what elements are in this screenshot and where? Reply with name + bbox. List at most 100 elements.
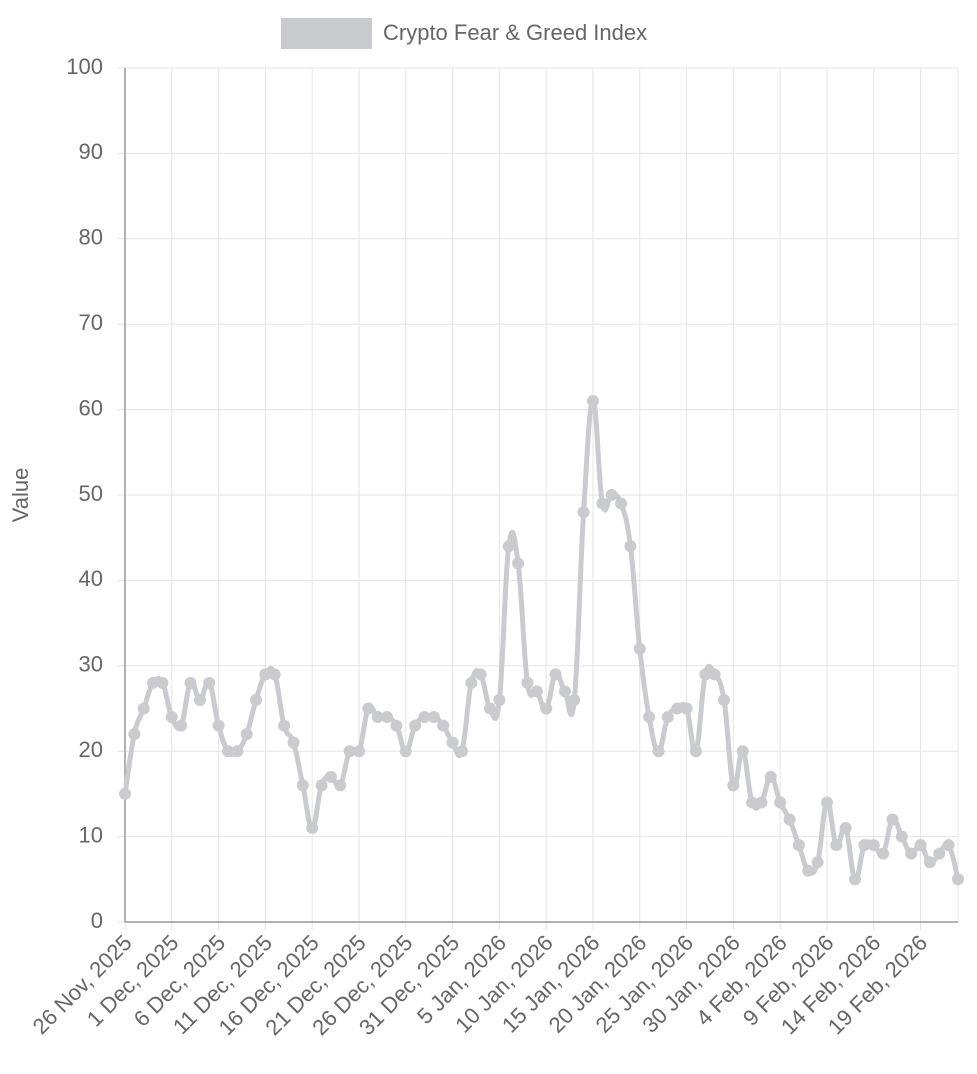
point [942,839,955,852]
point [905,847,918,860]
point [811,856,824,869]
point [371,711,384,724]
y-tick-label: 20 [79,737,103,762]
point [605,489,618,501]
point [278,719,291,732]
point [240,728,253,741]
legend-label: Crypto Fear & Greed Index [383,20,647,45]
point [268,668,281,681]
point [306,822,319,835]
point [315,779,328,792]
point [783,813,796,826]
point [549,668,562,681]
legend-swatch [281,18,372,49]
point [858,839,871,852]
point [849,873,862,886]
point [615,497,628,510]
point [409,719,422,732]
point [324,770,337,783]
point [661,711,674,724]
point [465,676,478,689]
y-tick-label: 80 [79,225,103,250]
point [287,736,300,749]
point [502,540,515,553]
point [727,779,740,792]
point [877,847,890,860]
point [577,506,590,519]
y-tick-label: 0 [91,908,103,933]
point [455,745,468,758]
point [137,702,150,715]
point [792,839,805,852]
point [914,839,927,852]
point [119,787,131,800]
point [493,693,506,706]
point [184,676,197,689]
point [221,745,234,758]
point [708,668,721,681]
point [867,839,880,852]
point [521,676,534,689]
y-tick-label: 60 [79,395,103,420]
point [540,702,553,715]
point [193,693,206,706]
point [399,745,412,758]
point [624,540,637,553]
point [446,736,459,749]
point [343,745,356,758]
point [231,745,244,758]
y-tick-label: 90 [79,139,103,164]
point [652,745,665,758]
point [923,856,936,869]
y-tick-label: 30 [79,652,103,677]
point [165,711,178,724]
point [839,822,852,835]
point [699,668,712,681]
point [558,685,571,698]
point [212,719,225,732]
point [250,693,263,706]
point [352,745,365,758]
point [474,668,487,681]
point [296,779,309,792]
y-tick-label: 40 [79,566,103,591]
point [175,719,188,732]
line [122,398,961,882]
point [596,497,609,510]
y-tick-label: 10 [79,822,103,847]
point [259,668,272,681]
point [774,796,787,809]
point [886,813,899,826]
point [755,796,768,809]
point [736,745,749,758]
point [895,830,908,843]
point [530,685,543,698]
point [437,719,450,732]
point [381,711,394,724]
point [820,796,833,809]
point [952,873,964,886]
point [390,719,403,732]
point [156,676,169,689]
point [586,395,599,408]
point [746,796,759,809]
point [568,693,581,706]
y-tick-label: 50 [79,481,103,506]
y-axis-label: Value [8,468,33,523]
y-tick-label: 70 [79,310,103,335]
point [689,745,702,758]
point [334,779,347,792]
point [933,847,946,860]
point [427,711,440,724]
point [362,702,375,715]
point [643,711,656,724]
point [418,711,431,724]
y-tick-label: 100 [66,54,103,79]
point [671,702,684,715]
point [147,676,160,689]
point [830,839,843,852]
point [203,676,216,689]
point [484,702,497,715]
point [802,864,815,877]
